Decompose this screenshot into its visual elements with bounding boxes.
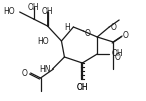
Text: O: O: [84, 29, 90, 38]
Text: HN: HN: [39, 66, 51, 75]
Text: H: H: [65, 24, 70, 33]
Text: OH: OH: [42, 7, 53, 16]
Text: O: O: [123, 32, 129, 41]
Text: HO: HO: [3, 7, 15, 16]
Text: OH: OH: [77, 83, 88, 92]
Text: O: O: [22, 68, 28, 77]
Text: O: O: [110, 23, 116, 32]
Text: HO: HO: [37, 36, 48, 45]
Text: OH: OH: [111, 49, 123, 58]
Text: OH: OH: [28, 3, 39, 12]
Text: OH: OH: [77, 83, 88, 92]
Text: O: O: [114, 53, 120, 62]
